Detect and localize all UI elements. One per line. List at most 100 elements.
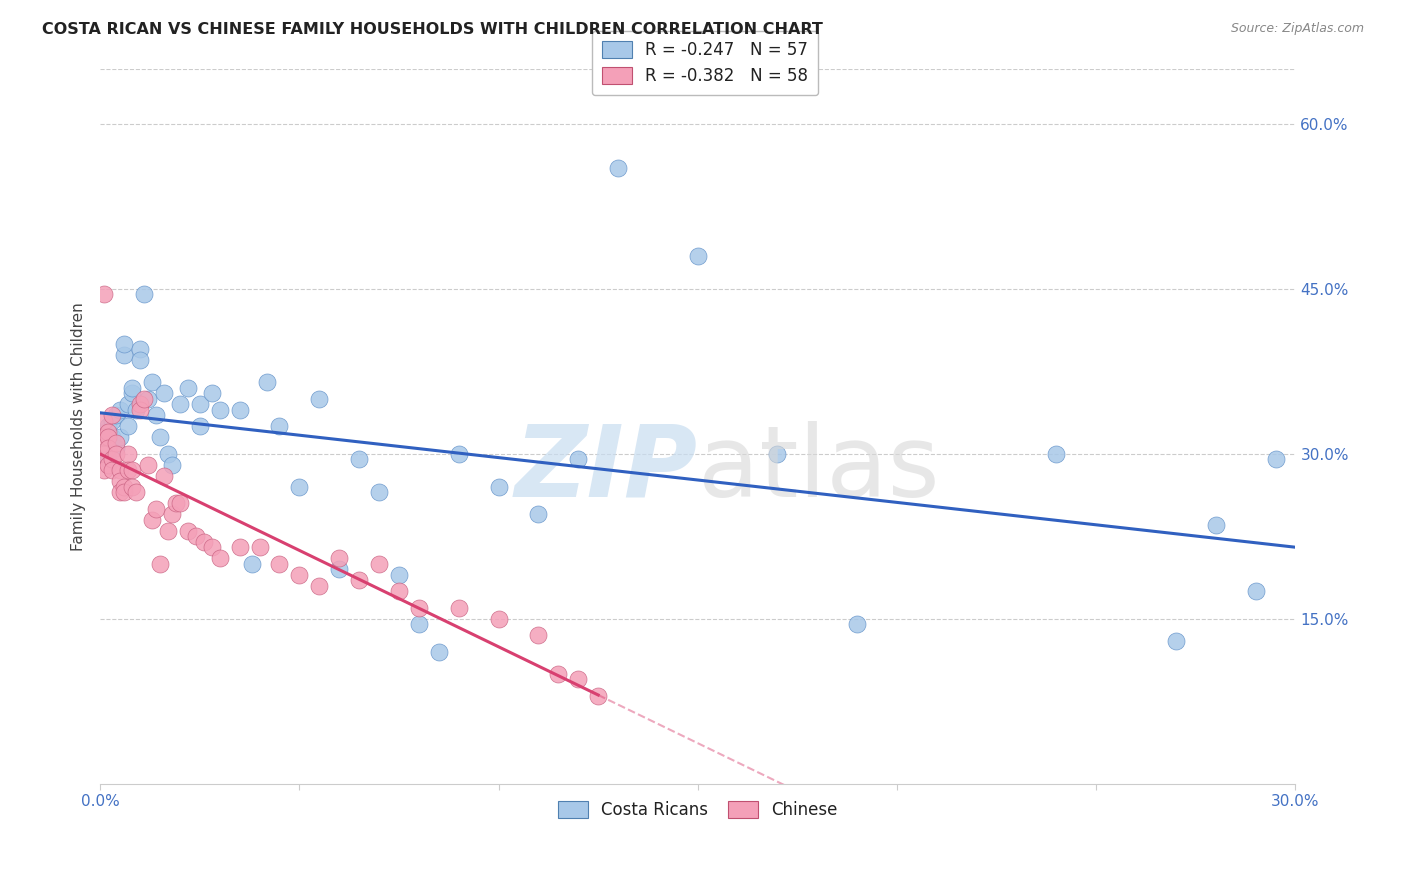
Point	[160, 458, 183, 472]
Point	[1244, 584, 1267, 599]
Point	[97, 452, 120, 467]
Point	[1205, 518, 1227, 533]
Point	[93, 287, 115, 301]
Point	[93, 463, 115, 477]
Point	[1164, 633, 1187, 648]
Point	[132, 392, 155, 406]
Point	[117, 463, 139, 477]
Point	[129, 353, 152, 368]
Point	[208, 402, 231, 417]
Point	[447, 447, 470, 461]
Point	[408, 600, 430, 615]
Point	[188, 397, 211, 411]
Point	[165, 496, 187, 510]
Point	[201, 386, 224, 401]
Point	[121, 463, 143, 477]
Text: Source: ZipAtlas.com: Source: ZipAtlas.com	[1230, 22, 1364, 36]
Point	[177, 524, 200, 538]
Y-axis label: Family Households with Children: Family Households with Children	[72, 301, 86, 550]
Point	[132, 287, 155, 301]
Point	[117, 397, 139, 411]
Point	[97, 458, 120, 472]
Point	[129, 402, 152, 417]
Point	[249, 540, 271, 554]
Point	[368, 557, 391, 571]
Point	[527, 507, 550, 521]
Point	[97, 419, 120, 434]
Point	[149, 557, 172, 571]
Point	[129, 397, 152, 411]
Point	[269, 557, 291, 571]
Point	[141, 375, 163, 389]
Point	[160, 507, 183, 521]
Point	[108, 474, 131, 488]
Point	[108, 485, 131, 500]
Point	[101, 463, 124, 477]
Point	[488, 612, 510, 626]
Point	[136, 392, 159, 406]
Point	[208, 551, 231, 566]
Point	[97, 425, 120, 439]
Point	[228, 402, 250, 417]
Point	[101, 430, 124, 444]
Point	[112, 336, 135, 351]
Point	[177, 381, 200, 395]
Point	[101, 408, 124, 422]
Point	[1045, 447, 1067, 461]
Point	[156, 447, 179, 461]
Point	[288, 480, 311, 494]
Point	[121, 386, 143, 401]
Point	[153, 468, 176, 483]
Point	[328, 562, 350, 576]
Point	[101, 452, 124, 467]
Point	[149, 430, 172, 444]
Point	[547, 666, 569, 681]
Point	[136, 458, 159, 472]
Point	[567, 672, 589, 686]
Point	[308, 392, 330, 406]
Point	[112, 348, 135, 362]
Point	[108, 463, 131, 477]
Point	[347, 452, 370, 467]
Point	[112, 485, 135, 500]
Point	[686, 249, 709, 263]
Point	[117, 419, 139, 434]
Point	[328, 551, 350, 566]
Point	[145, 501, 167, 516]
Point	[846, 617, 869, 632]
Point	[105, 447, 128, 461]
Point	[129, 342, 152, 356]
Point	[101, 414, 124, 428]
Point	[145, 408, 167, 422]
Point	[288, 567, 311, 582]
Point	[193, 534, 215, 549]
Point	[388, 567, 411, 582]
Point	[141, 513, 163, 527]
Point	[347, 573, 370, 587]
Point	[105, 435, 128, 450]
Point	[125, 485, 148, 500]
Point	[388, 584, 411, 599]
Point	[97, 430, 120, 444]
Point	[586, 689, 609, 703]
Point	[308, 579, 330, 593]
Point	[228, 540, 250, 554]
Point	[93, 447, 115, 461]
Point	[201, 540, 224, 554]
Point	[93, 425, 115, 439]
Text: atlas: atlas	[697, 420, 939, 517]
Point	[97, 441, 120, 455]
Point	[108, 402, 131, 417]
Point	[169, 397, 191, 411]
Point	[93, 430, 115, 444]
Legend: Costa Ricans, Chinese: Costa Ricans, Chinese	[551, 794, 845, 825]
Point	[188, 419, 211, 434]
Point	[169, 496, 191, 510]
Point	[125, 402, 148, 417]
Point	[105, 408, 128, 422]
Point	[240, 557, 263, 571]
Point	[447, 600, 470, 615]
Point	[567, 452, 589, 467]
Point	[153, 386, 176, 401]
Point	[256, 375, 278, 389]
